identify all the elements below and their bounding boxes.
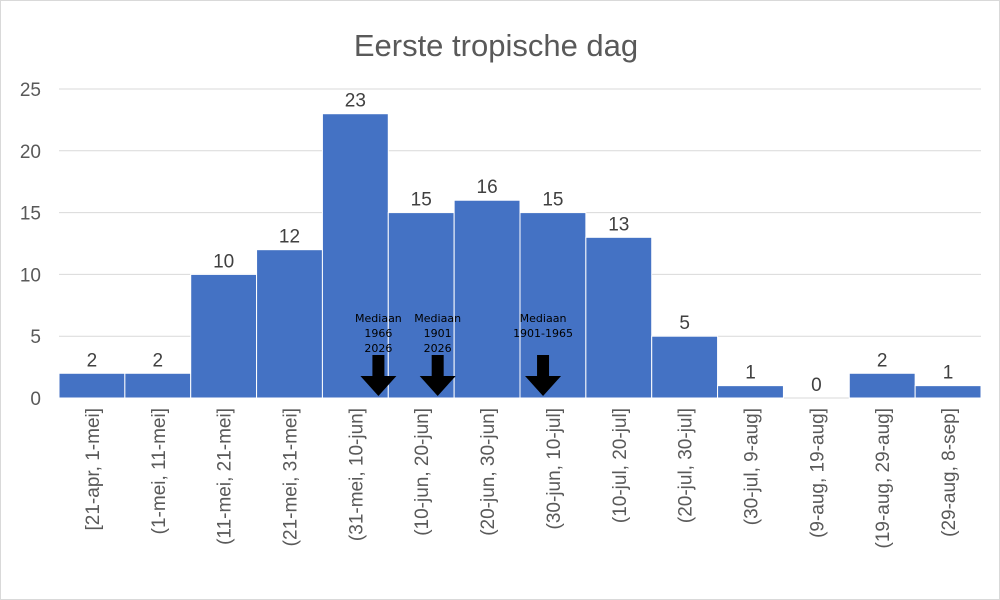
data-label: 1 <box>943 363 954 384</box>
x-tick-label: (9-aug, 19-aug] <box>807 408 828 538</box>
x-tick-label: (10-jun, 20-jun] <box>412 408 433 536</box>
x-axis-ticks: [21-apr, 1-mei] (1-mei, 11-mei] (11-mei, 2… <box>83 408 960 549</box>
data-label: 16 <box>477 177 498 198</box>
x-tick-label: (30-jul, 9-aug] <box>742 408 763 525</box>
data-label: 15 <box>542 190 563 211</box>
annotation-text: 1901 <box>424 327 452 340</box>
median-annotations: Mediaan 1966 2026 Mediaan 1901 2026 Mediaan 190… <box>355 312 573 396</box>
annotation-text: 2026 <box>364 342 392 355</box>
bar <box>190 273 258 399</box>
y-tick-label: 0 <box>30 389 41 410</box>
y-axis-ticks: 0 5 10 15 20 25 <box>20 80 41 410</box>
chart-title: Eerste tropische dag <box>354 28 638 63</box>
x-tick-label: (21-mei, 31-mei] <box>281 408 302 546</box>
median-annotation: Mediaan 1901 2026 <box>414 312 461 396</box>
annotation-text: Mediaan <box>414 312 461 325</box>
data-label: 2 <box>152 350 163 371</box>
x-tick-label: (30-jun, 10-jul] <box>544 408 565 529</box>
x-tick-label: [21-apr, 1-mei] <box>83 408 104 531</box>
bar <box>651 335 719 399</box>
x-tick-label: (29-aug, 8-sep] <box>939 408 960 537</box>
down-arrow-icon <box>525 355 562 396</box>
bar <box>914 385 982 399</box>
annotation-text: 1966 <box>364 327 392 340</box>
annotation-text: Mediaan <box>355 312 402 325</box>
bar <box>124 372 192 399</box>
data-label: 2 <box>87 350 98 371</box>
bar <box>717 385 784 399</box>
bar <box>585 236 653 399</box>
y-tick-label: 25 <box>20 80 41 101</box>
x-tick-label: (11-mei, 21-mei] <box>215 408 236 545</box>
x-tick-label: (19-aug, 29-aug] <box>873 408 894 549</box>
down-arrow-icon <box>419 355 456 396</box>
median-annotation: Mediaan 1901-1965 <box>513 312 573 396</box>
y-tick-label: 20 <box>20 142 41 163</box>
x-tick-label: (10-jul, 20-jul] <box>610 408 631 523</box>
data-label: 23 <box>345 91 366 112</box>
bars <box>58 113 982 399</box>
down-arrow-icon <box>360 355 397 396</box>
bar <box>256 249 323 399</box>
data-label: 0 <box>811 375 822 396</box>
y-tick-label: 5 <box>30 327 41 348</box>
bar <box>321 113 389 399</box>
bar <box>519 212 587 399</box>
x-tick-label: (20-jun, 30-jun] <box>478 408 499 536</box>
data-label: 1 <box>745 363 756 384</box>
data-label: 12 <box>279 227 300 248</box>
x-tick-label: (1-mei, 11-mei] <box>149 408 170 534</box>
annotation-text: Mediaan <box>520 312 567 325</box>
bar <box>453 199 521 399</box>
annotation-text: 2026 <box>424 342 452 355</box>
annotation-text: 1901-1965 <box>513 327 573 340</box>
data-label: 10 <box>213 251 234 272</box>
data-label: 5 <box>679 313 690 334</box>
data-label: 13 <box>608 214 629 235</box>
median-annotation: Mediaan 1966 2026 <box>355 312 402 396</box>
bar <box>848 372 916 399</box>
x-tick-label: (20-jul, 30-jul] <box>676 408 697 523</box>
x-tick-label: (31-mei, 10-jun] <box>346 408 367 541</box>
bar <box>58 372 126 399</box>
y-tick-label: 15 <box>20 204 41 225</box>
bar <box>387 212 455 399</box>
data-label: 15 <box>411 190 432 211</box>
y-tick-label: 10 <box>20 265 41 286</box>
data-label: 2 <box>877 350 888 371</box>
